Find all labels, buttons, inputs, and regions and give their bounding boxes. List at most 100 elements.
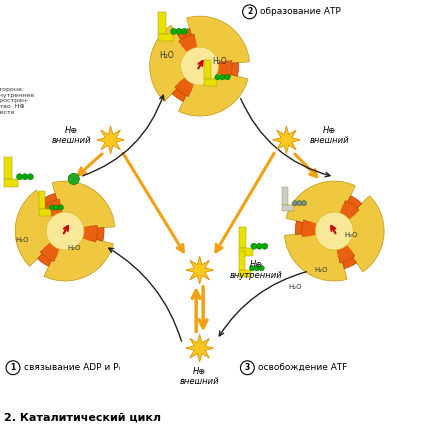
Polygon shape bbox=[158, 12, 166, 34]
Circle shape bbox=[215, 75, 220, 80]
Circle shape bbox=[315, 212, 353, 250]
Wedge shape bbox=[187, 16, 250, 66]
Wedge shape bbox=[65, 225, 92, 241]
Polygon shape bbox=[186, 256, 214, 284]
Circle shape bbox=[181, 28, 187, 34]
Circle shape bbox=[240, 361, 254, 375]
Wedge shape bbox=[200, 63, 239, 76]
Circle shape bbox=[22, 174, 28, 180]
Wedge shape bbox=[334, 196, 362, 231]
Wedge shape bbox=[47, 204, 65, 231]
Circle shape bbox=[243, 5, 256, 19]
Text: H₂O: H₂O bbox=[345, 232, 358, 238]
Text: связывание ADP и Pᵢ: связывание ADP и Pᵢ bbox=[24, 363, 120, 372]
Circle shape bbox=[176, 28, 182, 34]
Wedge shape bbox=[43, 194, 65, 231]
Wedge shape bbox=[52, 181, 115, 231]
Text: H₂O: H₂O bbox=[314, 267, 328, 273]
Wedge shape bbox=[175, 66, 200, 97]
Circle shape bbox=[250, 266, 255, 271]
Text: H₂O: H₂O bbox=[15, 237, 29, 243]
Polygon shape bbox=[39, 191, 46, 209]
Circle shape bbox=[59, 205, 63, 210]
Polygon shape bbox=[239, 251, 245, 270]
Circle shape bbox=[293, 201, 297, 206]
Wedge shape bbox=[334, 231, 356, 269]
Wedge shape bbox=[302, 220, 334, 237]
Circle shape bbox=[256, 243, 262, 249]
Text: 3: 3 bbox=[245, 363, 250, 372]
Polygon shape bbox=[97, 126, 125, 154]
Wedge shape bbox=[334, 231, 355, 263]
Text: 1: 1 bbox=[10, 363, 16, 372]
Circle shape bbox=[171, 28, 177, 34]
Circle shape bbox=[254, 266, 260, 271]
Wedge shape bbox=[179, 34, 200, 66]
Circle shape bbox=[225, 75, 230, 80]
Wedge shape bbox=[178, 66, 248, 116]
Circle shape bbox=[6, 361, 20, 375]
Wedge shape bbox=[44, 199, 65, 231]
Circle shape bbox=[16, 174, 23, 180]
Text: образование АТР: образование АТР bbox=[260, 7, 341, 17]
Polygon shape bbox=[204, 60, 211, 79]
Circle shape bbox=[27, 174, 33, 180]
Wedge shape bbox=[334, 205, 356, 231]
Wedge shape bbox=[284, 231, 347, 281]
Polygon shape bbox=[239, 227, 247, 249]
Wedge shape bbox=[150, 25, 200, 102]
Wedge shape bbox=[334, 201, 359, 231]
Wedge shape bbox=[44, 231, 113, 281]
Wedge shape bbox=[178, 28, 200, 66]
Wedge shape bbox=[65, 228, 104, 241]
Wedge shape bbox=[15, 190, 65, 266]
Wedge shape bbox=[38, 231, 65, 266]
Circle shape bbox=[262, 243, 268, 249]
Polygon shape bbox=[239, 249, 253, 256]
Wedge shape bbox=[200, 61, 227, 76]
Wedge shape bbox=[334, 196, 384, 272]
Polygon shape bbox=[239, 270, 251, 277]
Text: 2. Каталитический цикл: 2. Каталитический цикл bbox=[4, 412, 161, 422]
Text: H⊕
внешний: H⊕ внешний bbox=[310, 126, 350, 145]
Text: H₂O: H₂O bbox=[288, 284, 302, 290]
Polygon shape bbox=[273, 126, 300, 154]
Circle shape bbox=[49, 205, 54, 210]
Circle shape bbox=[46, 212, 84, 250]
Wedge shape bbox=[334, 231, 352, 258]
Polygon shape bbox=[158, 34, 172, 41]
Wedge shape bbox=[40, 231, 65, 262]
Wedge shape bbox=[172, 66, 200, 102]
Polygon shape bbox=[204, 79, 217, 86]
Wedge shape bbox=[286, 181, 355, 231]
Circle shape bbox=[302, 201, 306, 206]
Text: H₂O: H₂O bbox=[67, 245, 81, 252]
Polygon shape bbox=[4, 157, 12, 179]
Wedge shape bbox=[65, 225, 98, 242]
Wedge shape bbox=[307, 221, 334, 237]
Circle shape bbox=[54, 205, 59, 210]
Text: сторона:
внутреннее
простран-
ство  H⊕
месте: сторона: внутреннее простран- ство H⊕ ме… bbox=[0, 87, 35, 115]
Circle shape bbox=[181, 47, 219, 85]
Text: H⊕
внешний: H⊕ внешний bbox=[180, 367, 220, 386]
Text: 2: 2 bbox=[247, 7, 252, 17]
Text: H₂O: H₂O bbox=[212, 57, 227, 66]
Wedge shape bbox=[181, 39, 200, 66]
Text: H⊕
внешний: H⊕ внешний bbox=[52, 126, 92, 145]
Polygon shape bbox=[282, 205, 294, 211]
Polygon shape bbox=[39, 209, 51, 216]
Polygon shape bbox=[4, 179, 18, 187]
Text: H⊕
внутренний: H⊕ внутренний bbox=[230, 260, 283, 280]
Text: освобождение АТF: освобождение АТF bbox=[258, 363, 348, 372]
Circle shape bbox=[68, 173, 79, 184]
Wedge shape bbox=[295, 221, 334, 235]
Wedge shape bbox=[43, 231, 65, 257]
Polygon shape bbox=[186, 334, 214, 362]
Polygon shape bbox=[282, 187, 289, 205]
Wedge shape bbox=[178, 66, 200, 92]
Wedge shape bbox=[200, 61, 232, 77]
Circle shape bbox=[251, 243, 257, 249]
Circle shape bbox=[297, 201, 302, 206]
Text: H₂O: H₂O bbox=[160, 51, 174, 60]
Circle shape bbox=[220, 75, 225, 80]
